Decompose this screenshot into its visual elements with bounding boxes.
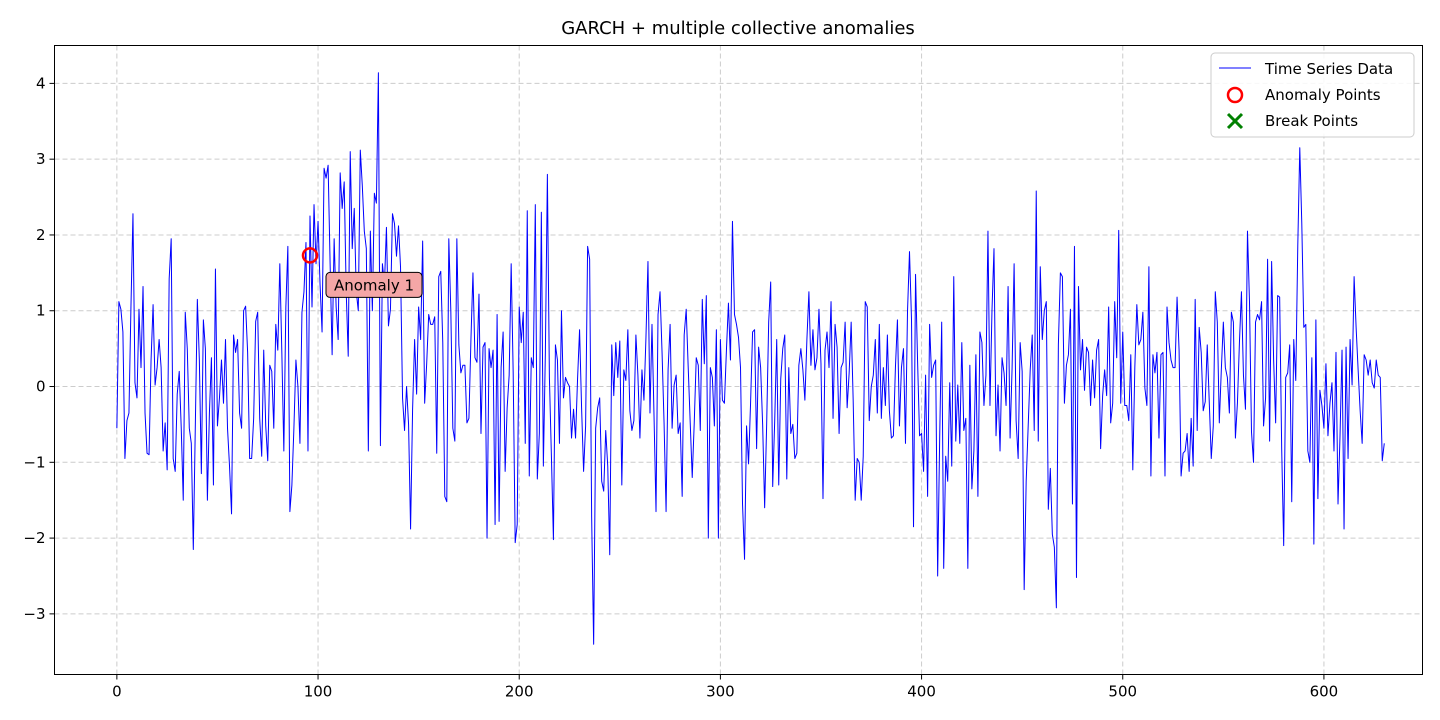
x-axis-ticks: 0 100 200 300 400 500 600 bbox=[112, 674, 1339, 701]
y-tick-label: 0 bbox=[36, 378, 46, 396]
x-tick-label: 600 bbox=[1310, 683, 1339, 701]
y-tick-label: 2 bbox=[36, 226, 46, 244]
plot-series bbox=[116, 72, 1385, 645]
y-tick-label: 4 bbox=[36, 74, 46, 92]
anomaly-point bbox=[301, 247, 319, 264]
y-tick-label: −2 bbox=[23, 529, 45, 547]
grid bbox=[54, 45, 1423, 675]
chart-title: GARCH + multiple collective anomalies bbox=[561, 18, 915, 39]
x-tick-label: 300 bbox=[706, 683, 735, 701]
x-tick-label: 400 bbox=[907, 683, 936, 701]
y-tick-label: 1 bbox=[36, 302, 46, 320]
annotation-box bbox=[325, 271, 423, 298]
legend-label-anomaly-points: Anomaly Points bbox=[1265, 86, 1381, 104]
legend-label-break-points: Break Points bbox=[1265, 112, 1358, 130]
anomaly-markers bbox=[301, 247, 319, 264]
legend: Time Series Data Anomaly Points Break Poin… bbox=[1210, 52, 1415, 138]
annotation-label: Anomaly 1 bbox=[334, 276, 414, 294]
annotations: Anomaly 1 bbox=[325, 271, 423, 298]
x-tick-label: 200 bbox=[505, 683, 534, 701]
legend-circle-swatch bbox=[1226, 86, 1244, 104]
series-line-time-series-data bbox=[116, 72, 1385, 645]
y-axis-ticks: −3 −2 −1 0 1 2 3 4 bbox=[23, 74, 55, 623]
x-tick-label: 0 bbox=[112, 683, 122, 701]
x-tick-label: 500 bbox=[1108, 683, 1137, 701]
y-tick-label: −3 bbox=[23, 605, 45, 623]
legend-x-swatch bbox=[1226, 112, 1244, 130]
x-tick-label: 100 bbox=[304, 683, 333, 701]
plot-frame bbox=[54, 45, 1423, 675]
legend-label-time-series-data: Time Series Data bbox=[1264, 60, 1393, 78]
y-tick-label: −1 bbox=[23, 453, 45, 471]
y-tick-label: 3 bbox=[36, 150, 46, 168]
legend-box bbox=[1210, 52, 1415, 138]
